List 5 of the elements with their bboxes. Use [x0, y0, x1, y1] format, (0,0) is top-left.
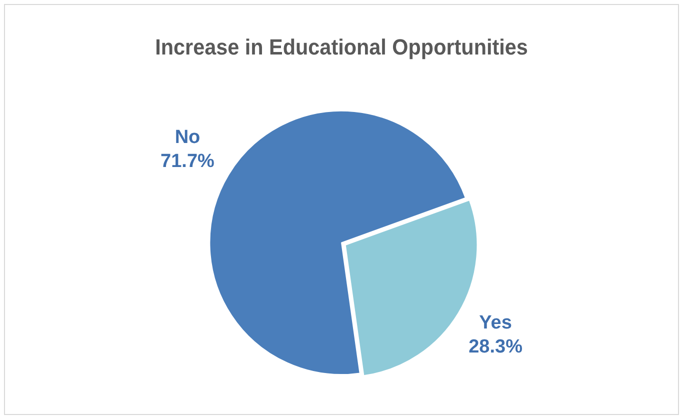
- data-label: 28.3%: [468, 336, 523, 358]
- chart-title: Increase in Educational Opportunities: [155, 34, 528, 60]
- slice-label: No: [174, 127, 200, 148]
- data-label: 71.7%: [160, 151, 215, 172]
- slice-label: Yes: [479, 312, 512, 334]
